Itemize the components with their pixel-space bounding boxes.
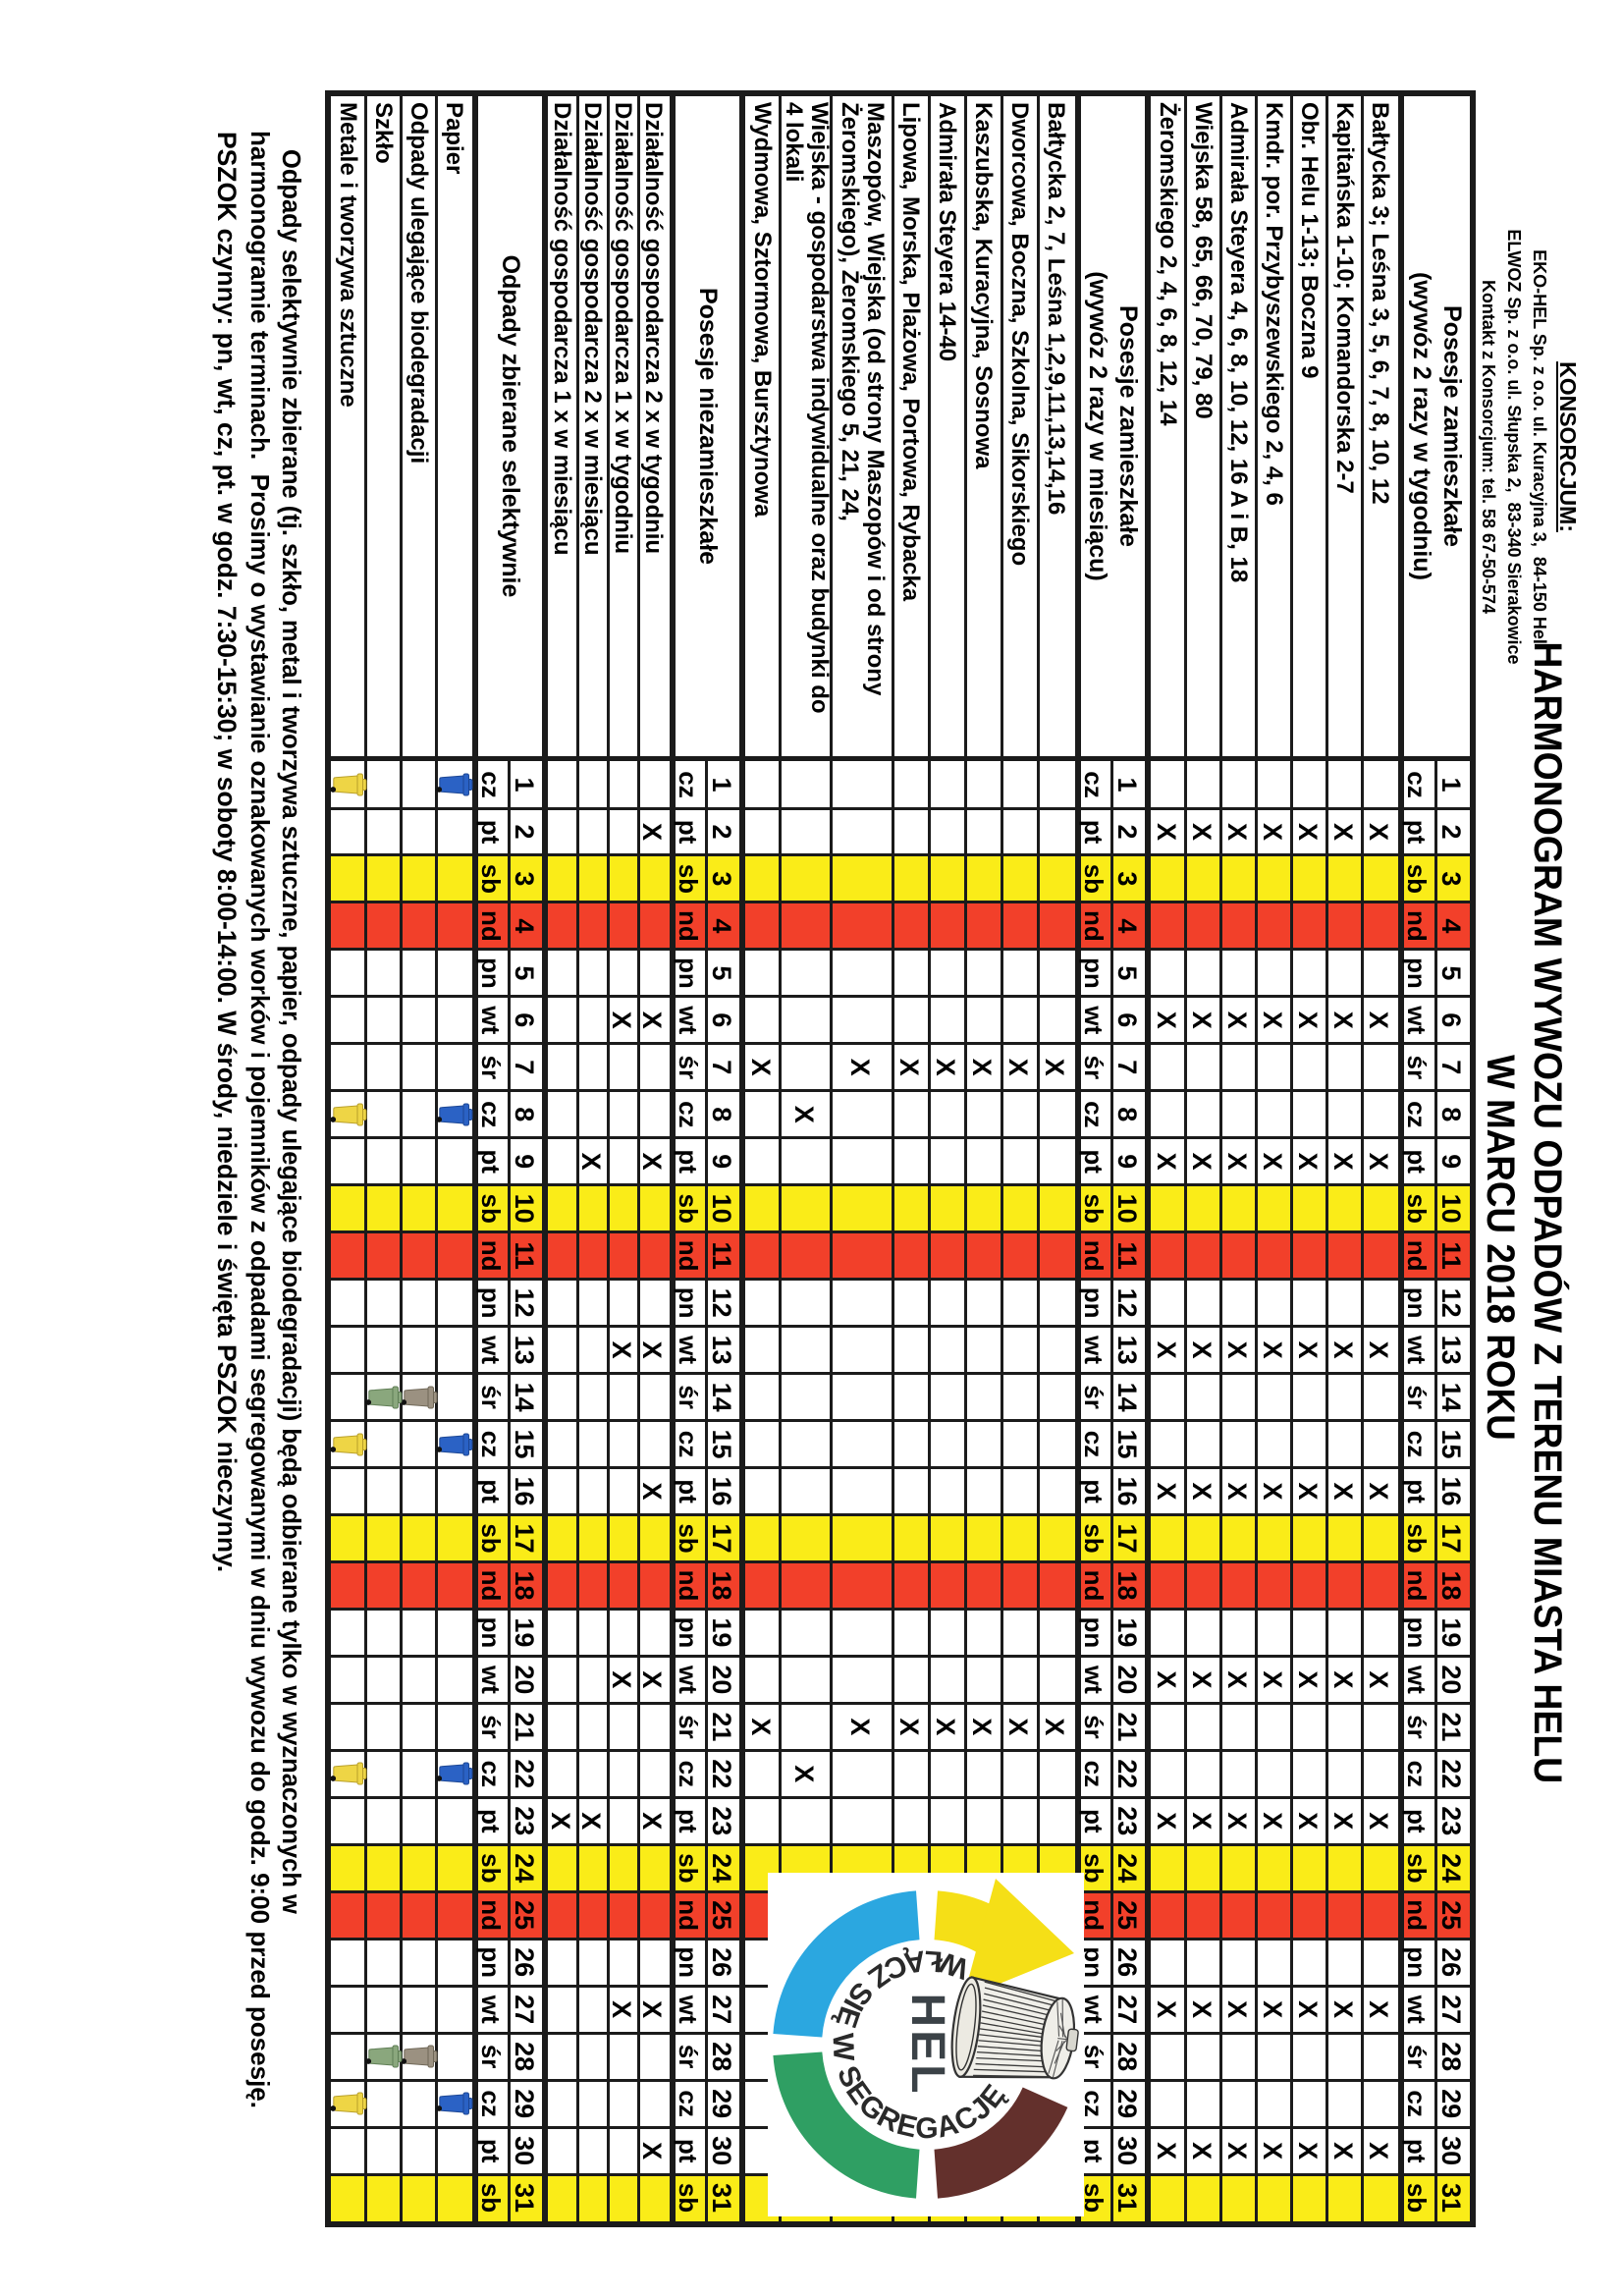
svg-text:HEL: HEL [901,1994,953,2097]
